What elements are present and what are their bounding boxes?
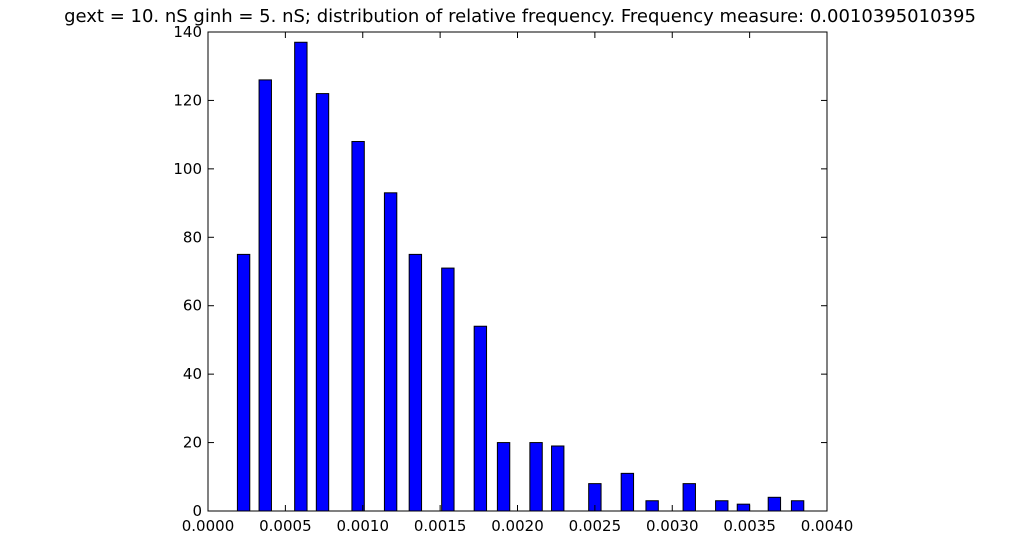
histogram-bar	[408, 253, 423, 512]
bars-group	[236, 41, 805, 512]
y-tick-label: 20	[183, 434, 202, 452]
histogram-bar	[767, 496, 782, 512]
histogram-bar	[315, 93, 330, 512]
histogram-bar	[441, 267, 455, 512]
axis-ticks-group: 0.0000 0.0005 0.0010 0.0015 0.0020 0.0025 0.00…	[173, 23, 853, 535]
x-tick-label: 0.0040	[801, 517, 854, 535]
x-tick-label: 0.0020	[491, 517, 544, 535]
histogram-bar	[351, 140, 365, 512]
x-tick-label: 0.0005	[259, 517, 312, 535]
x-tick-label: 0.0000	[182, 517, 235, 535]
histogram-bar	[383, 192, 398, 512]
y-tick-label: 0	[192, 502, 202, 520]
histogram-bar	[258, 79, 272, 512]
histogram-bar	[529, 442, 543, 512]
histogram-bar	[551, 445, 565, 512]
x-tick-label: 0.0030	[646, 517, 699, 535]
x-tick-label: 0.0010	[337, 517, 390, 535]
histogram-bar	[645, 500, 659, 512]
y-tick-label: 60	[183, 297, 202, 315]
y-tick-label: 140	[173, 23, 202, 41]
histogram-bar	[682, 483, 696, 512]
histogram-bar	[473, 325, 488, 512]
histogram-bar	[715, 500, 729, 512]
plot-frame	[207, 31, 828, 512]
histogram-bar	[620, 472, 635, 512]
histogram-bar	[790, 500, 805, 512]
x-tick-label: 0.0025	[569, 517, 622, 535]
histogram-bar	[736, 503, 751, 512]
chart-title: gext = 10. nS ginh = 5. nS; distribution…	[64, 6, 976, 27]
y-tick-label: 100	[173, 160, 202, 178]
x-tick-label: 0.0035	[723, 517, 776, 535]
x-tick-label: 0.0015	[414, 517, 467, 535]
y-tick-label: 40	[183, 365, 202, 383]
histogram-bar	[236, 253, 251, 512]
histogram-bar	[496, 442, 511, 512]
histogram-bar	[294, 41, 308, 512]
y-tick-label: 80	[183, 228, 202, 246]
y-tick-label: 120	[173, 91, 202, 109]
